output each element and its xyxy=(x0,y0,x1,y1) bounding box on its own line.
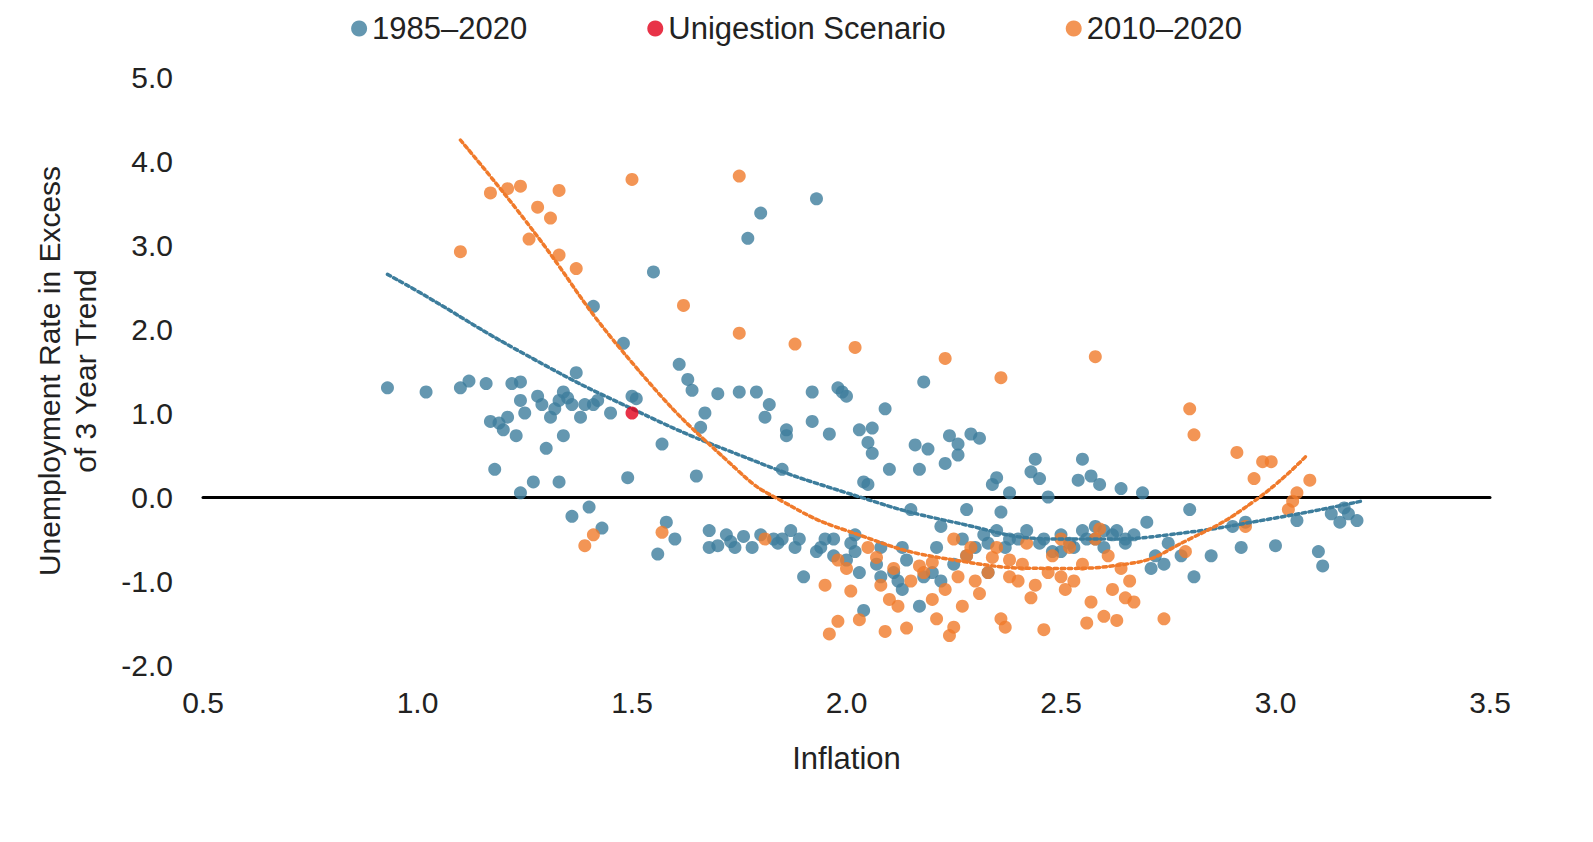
svg-text:-1.0: -1.0 xyxy=(121,565,173,598)
svg-text:Inflation: Inflation xyxy=(792,741,901,776)
svg-text:0.5: 0.5 xyxy=(182,686,224,719)
svg-text:1985–2020: 1985–2020 xyxy=(372,11,527,46)
svg-text:3.0: 3.0 xyxy=(1255,686,1297,719)
svg-text:-2.0: -2.0 xyxy=(121,649,173,682)
svg-text:4.0: 4.0 xyxy=(131,145,173,178)
svg-text:2010–2020: 2010–2020 xyxy=(1087,11,1242,46)
svg-text:Unigestion Scenario: Unigestion Scenario xyxy=(668,11,945,46)
svg-text:1.0: 1.0 xyxy=(131,397,173,430)
svg-text:1.0: 1.0 xyxy=(397,686,439,719)
svg-text:2.0: 2.0 xyxy=(826,686,868,719)
svg-text:5.0: 5.0 xyxy=(131,61,173,94)
svg-text:Unemployment Rate in Excess: Unemployment Rate in Excess xyxy=(33,166,66,576)
svg-text:2.0: 2.0 xyxy=(131,313,173,346)
svg-text:2.5: 2.5 xyxy=(1040,686,1082,719)
svg-text:0.0: 0.0 xyxy=(131,481,173,514)
svg-text:3.0: 3.0 xyxy=(131,229,173,262)
svg-text:of 3 Year Trend: of 3 Year Trend xyxy=(69,269,102,473)
svg-text:1.5: 1.5 xyxy=(611,686,653,719)
svg-text:3.5: 3.5 xyxy=(1469,686,1511,719)
